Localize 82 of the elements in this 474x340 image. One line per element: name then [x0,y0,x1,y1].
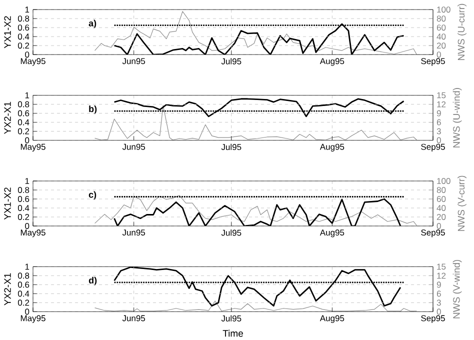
y2-tick-label: 0 [436,52,441,58]
y-tick-label: 1 [25,6,30,12]
y-tick-label: 0 [25,308,30,315]
y2-tick-label: 100 [437,178,450,184]
x-tick-label: May95 [20,144,46,152]
y2-tick-label: 9 [436,110,441,116]
y-tick-label: 1 [25,264,30,270]
y2-tick-label: 80 [436,16,446,22]
y2-tick-label: 0 [436,308,441,315]
y-axis-title: YX2-X1 [4,273,11,306]
y-tick-label: 0.8 [18,16,30,22]
y-tick-label: 1 [25,92,30,98]
annotation: d) [88,276,97,286]
x-tick-label: Jun95 [122,229,146,236]
y-tick-label: 0.4 [18,119,30,126]
y-tick-label: 0.4 [18,204,30,211]
y2-tick-label: 6 [436,290,441,297]
y2-tick-label: 3 [436,128,441,134]
y-axis-title: YX2-X1 [4,102,11,134]
y2-tick-label: 12 [437,272,446,279]
x-tick-label: Jun95 [122,315,146,322]
y-tick-label: 0 [25,222,30,229]
x-tick-label: Aug95 [320,58,344,66]
y-tick-label: 0.8 [18,101,30,108]
x-tick-label: Jun95 [122,144,146,150]
y-axis-title: YX1-X2 [4,16,11,48]
y2-axis-title: NWS (U-curr) [458,4,466,60]
x-tick-label: Jul95 [221,315,242,322]
y2-tick-label: 60 [436,196,446,202]
x-tick-label: Jun95 [122,58,146,64]
y2-tick-label: 0 [436,137,441,144]
x-tick-label: Sep95 [421,144,445,152]
x-tick-label: Sep95 [421,315,445,323]
y-tick-label: 0 [25,52,30,58]
annotation: c) [88,191,96,200]
x-tick-label: Jul95 [221,229,242,236]
y2-axis-title: NWS (V-wind) [452,260,462,318]
y2-tick-label: 40 [436,34,446,40]
x-tick-label: Aug95 [320,315,344,323]
x-axis-title: Time [222,330,243,337]
y-tick-label: 0 [25,137,30,144]
x-tick-label: Aug95 [320,229,344,238]
y2-tick-label: 20 [436,214,446,220]
y2-tick-label: 15 [437,92,446,98]
y2-tick-label: 80 [436,186,446,193]
y2-tick-label: 60 [436,24,446,31]
annotation: a) [88,20,96,28]
line-series [94,300,418,312]
y-axis-title: YX1-X2 [4,188,11,220]
y2-tick-label: 0 [436,222,441,229]
x-tick-label: Jul95 [221,144,242,150]
y2-tick-label: 12 [437,101,446,108]
y-tick-label: 0.2 [18,42,30,49]
y2-tick-label: 9 [436,282,441,288]
x-tick-label: May95 [20,58,46,66]
y-tick-label: 0.2 [18,214,30,220]
annotation: b) [89,105,97,114]
y2-tick-label: 40 [436,204,446,211]
x-tick-label: Sep95 [421,229,445,238]
y2-tick-label: 20 [436,42,446,49]
x-tick-label: Sep95 [421,58,445,66]
y-tick-label: 0.8 [18,272,30,279]
x-tick-label: May95 [20,315,46,323]
y-tick-label: 0.8 [18,186,30,193]
y-tick-label: 1 [25,178,30,184]
y2-tick-label: 15 [437,264,446,270]
y-tick-label: 0.6 [18,24,30,31]
y2-tick-label: 6 [436,119,441,126]
y2-axis-title: NWS (U-wind) [452,88,462,148]
x-tick-label: Jul95 [221,58,242,64]
y-tick-label: 0.4 [18,290,30,297]
y-tick-label: 0.6 [18,196,30,202]
y-tick-label: 0.2 [18,128,30,134]
y2-tick-label: 3 [436,300,441,306]
y-tick-label: 0.4 [18,34,30,40]
y2-axis-title: NWS (V-curr) [458,176,466,231]
x-tick-label: Aug95 [320,144,344,152]
y-tick-label: 0.2 [18,300,30,306]
y-tick-label: 0.6 [18,110,30,116]
y2-tick-label: 100 [437,6,450,13]
y-tick-label: 0.6 [18,282,30,288]
x-tick-label: May95 [20,229,46,238]
